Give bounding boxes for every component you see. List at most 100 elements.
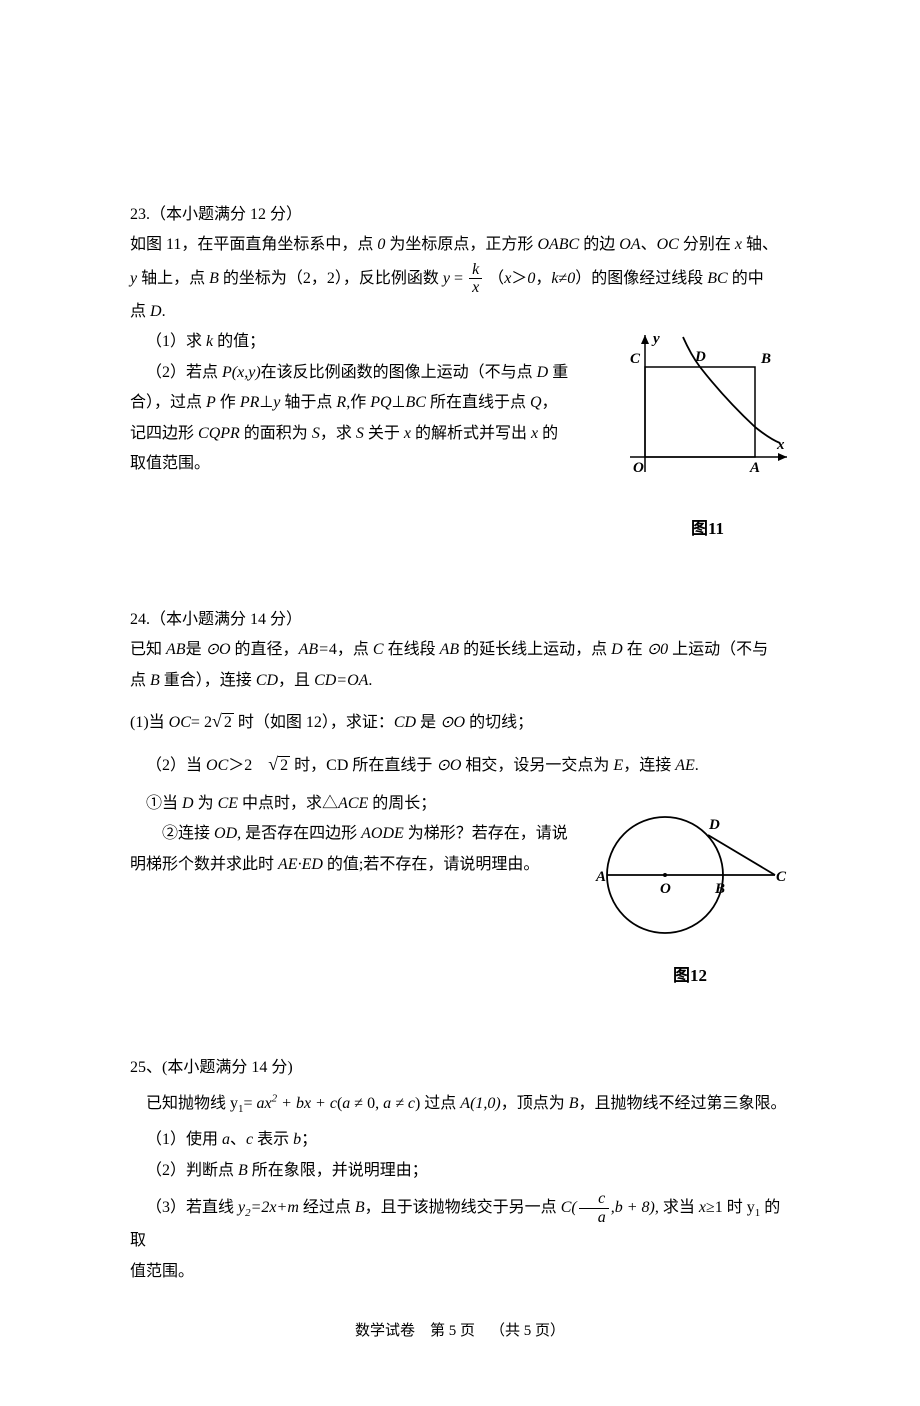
- math-var: BC: [405, 394, 425, 411]
- text: 为梯形？若存在，请说: [404, 825, 568, 842]
- page-footer: 数学试卷 第 5 页 （共 5 页）: [130, 1317, 790, 1346]
- math-var: AB: [166, 641, 186, 658]
- text: 点: [130, 303, 150, 320]
- math-var: OD: [214, 825, 237, 842]
- svg-text:C: C: [776, 869, 787, 885]
- figure-12-caption: 图12: [590, 960, 790, 992]
- math-var: R: [336, 394, 346, 411]
- text: 所在直线于点: [426, 394, 530, 411]
- m: 2: [244, 757, 252, 774]
- radicand: 2: [278, 756, 290, 774]
- text: 的坐标为（2，2），反比例函数: [219, 270, 443, 287]
- problem-23-line2: y 轴上，点 B 的坐标为（2，2），反比例函数 y = kx （x＞0，k≠0…: [130, 261, 790, 297]
- text: 分别在: [679, 236, 735, 253]
- text: 过点: [420, 1095, 460, 1112]
- math-var: AODE: [361, 825, 404, 842]
- frac-den: x: [469, 279, 482, 297]
- text: ≥1 时: [706, 1199, 747, 1216]
- frac-num: k: [469, 261, 482, 280]
- m: y1: [747, 1199, 761, 1216]
- math-var: A(1,0): [460, 1095, 500, 1112]
- text: 轴于点: [280, 394, 336, 411]
- math-var: D: [611, 641, 623, 658]
- svg-text:y: y: [651, 331, 660, 347]
- problem-25-line1: 已知抛物线 y1= ax2 + bx + c(a ≠ 0, a ≠ c) 过点 …: [130, 1089, 790, 1119]
- svg-text:x: x: [776, 437, 785, 453]
- text: 明梯形个数并求此时: [130, 856, 278, 873]
- problem-23: 23.（本小题满分 12 分） 如图 11，在平面直角坐标系中，点 0 为坐标原…: [130, 200, 790, 545]
- text: 4，点: [329, 641, 373, 658]
- math-var: CD=OA: [314, 672, 368, 689]
- text: 点: [130, 672, 150, 689]
- math-var: S: [356, 425, 364, 442]
- math-var: AE: [675, 757, 695, 774]
- text: 上运动（不与: [668, 641, 768, 658]
- text: ；: [301, 1131, 317, 1148]
- math-var: S: [312, 425, 320, 442]
- text: 相交，设另一交点为: [461, 757, 613, 774]
- figure-12: A O B C D 图12: [590, 785, 790, 993]
- text: ）的图像经过线段: [575, 270, 707, 287]
- math-var: OA: [619, 236, 640, 253]
- m: C(: [561, 1199, 577, 1216]
- math-var: x: [531, 425, 538, 442]
- m: a ≠ c: [383, 1095, 415, 1112]
- math-var: D: [150, 303, 162, 320]
- text: 为坐标原点，正方形: [385, 236, 537, 253]
- text: 的: [538, 425, 558, 442]
- text: ，且于该抛物线交于另一点: [365, 1199, 561, 1216]
- svg-text:B: B: [714, 881, 725, 897]
- text: 作: [216, 394, 240, 411]
- text: 为: [194, 795, 218, 812]
- problem-23-line1: 如图 11，在平面直角坐标系中，点 0 为坐标原点，正方形 OABC 的边 OA…: [130, 230, 790, 260]
- text: , 是否存在四边形: [237, 825, 361, 842]
- math-var: AB: [440, 641, 460, 658]
- math-var: E: [613, 757, 623, 774]
- problem-24: 24.（本小题满分 14 分） 已知 AB是 ⊙O 的直径，AB=4，点 C 在…: [130, 605, 790, 993]
- problem-25: 25、(本小题满分 14 分) 已知抛物线 y1= ax2 + bx + c(a…: [130, 1053, 790, 1288]
- text: 的中: [728, 270, 764, 287]
- problem-24-q1: (1)当 OC= 2√2 时（如图 12），求证：CD 是 ⊙O 的切线；: [130, 704, 790, 738]
- text: 的延长线上运动，点: [459, 641, 611, 658]
- svg-text:A: A: [595, 869, 606, 885]
- problem-23-header: 23.（本小题满分 12 分）: [130, 200, 790, 230]
- math-var: B: [209, 270, 219, 287]
- math-var: AB=: [299, 641, 329, 658]
- math-var: b: [293, 1131, 301, 1148]
- text: 已知: [130, 641, 166, 658]
- figure-11-svg: O A B C D x y: [625, 327, 790, 497]
- math-var: PR: [240, 394, 260, 411]
- math-var: OC: [657, 236, 679, 253]
- text: 所在象限，并说明理由；: [248, 1162, 428, 1179]
- problem-24-line1: 已知 AB是 ⊙O 的直径，AB=4，点 C 在线段 AB 的延长线上运动，点 …: [130, 635, 790, 665]
- math-var: B: [238, 1162, 248, 1179]
- problem-25-header: 25、(本小题满分 14 分): [130, 1053, 790, 1083]
- math-var: BC: [707, 270, 727, 287]
- math-var: PQ: [370, 394, 391, 411]
- m: 2: [204, 714, 212, 731]
- text: 的值；: [213, 333, 265, 350]
- svg-text:A: A: [749, 460, 760, 476]
- text: ，且抛物线不经过第三象限。: [579, 1095, 787, 1112]
- svg-text:D: D: [708, 817, 720, 833]
- m: ＞: [228, 757, 244, 774]
- text: 的值;若不存在，请说明理由。: [323, 856, 539, 873]
- frac-den: a: [579, 1209, 609, 1227]
- math-var: B: [355, 1199, 365, 1216]
- m: b + 8: [615, 1199, 650, 1216]
- text: （2）当: [146, 757, 206, 774]
- text: 、: [641, 236, 657, 253]
- problem-23-line3: 点 D.: [130, 297, 790, 327]
- math-var: ⊙O: [440, 714, 465, 731]
- problem-25-q3a: （3）若直线 y2=2x+m 经过点 B，且于该抛物线交于另一点 C(ca,b …: [130, 1190, 790, 1257]
- text: 表示: [253, 1131, 293, 1148]
- sqrt: √2: [252, 747, 290, 781]
- math-var: Q: [530, 394, 542, 411]
- math-var: x: [699, 1199, 706, 1216]
- m: =: [450, 270, 467, 287]
- text: ①当: [146, 795, 182, 812]
- math-var: CQPR: [198, 425, 240, 442]
- math-var: C: [373, 641, 384, 658]
- text: ，顶点为: [501, 1095, 569, 1112]
- m: ⊥: [392, 394, 406, 411]
